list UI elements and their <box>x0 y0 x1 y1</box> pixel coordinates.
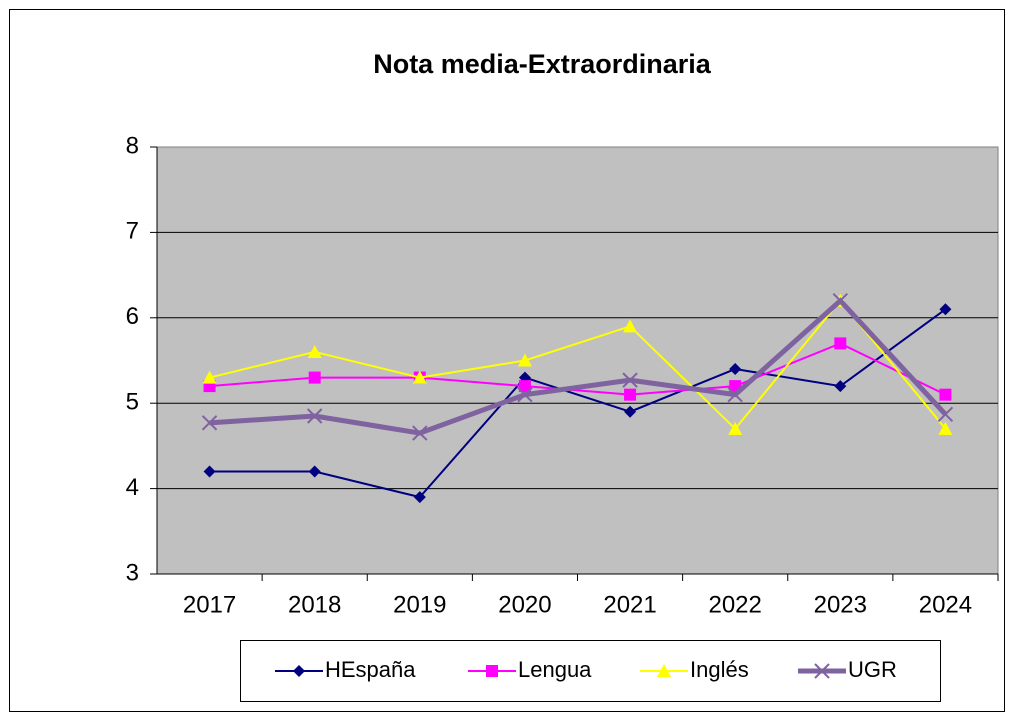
data-point <box>517 386 533 403</box>
data-point <box>413 491 426 504</box>
chart-title: Nota media-Extraordinaria <box>373 49 712 79</box>
data-point <box>518 380 531 393</box>
data-point <box>832 293 849 309</box>
y-tick-label: 8 <box>126 132 139 159</box>
data-point <box>622 372 638 388</box>
data-point <box>202 370 217 384</box>
data-point <box>517 353 532 367</box>
y-tick-label: 4 <box>126 474 139 501</box>
legend-label: Inglés <box>690 657 749 682</box>
x-tick-label: 2021 <box>603 591 656 618</box>
data-point <box>412 370 427 384</box>
legend-marker <box>814 663 830 679</box>
legend-marker <box>657 664 671 677</box>
data-point <box>939 303 952 316</box>
data-point <box>201 415 218 431</box>
data-point <box>727 386 743 403</box>
data-point <box>308 465 321 478</box>
legend-label: UGR <box>848 657 897 682</box>
x-tick-label: 2024 <box>919 591 972 618</box>
x-tick-label: 2022 <box>708 591 761 618</box>
data-point <box>728 421 743 435</box>
legend-marker <box>486 665 498 677</box>
legend-label: HEspaña <box>325 657 416 682</box>
data-point <box>834 337 847 350</box>
series-line <box>209 299 947 431</box>
data-point <box>937 406 954 423</box>
x-tick-label: 2023 <box>814 591 867 618</box>
x-tick-label: 2020 <box>498 591 551 618</box>
x-tick-label: 2018 <box>288 591 341 618</box>
data-point <box>834 380 847 393</box>
y-tick-label: 5 <box>126 389 139 416</box>
legend-label: Lengua <box>518 657 592 682</box>
data-point <box>938 421 953 435</box>
data-point <box>306 408 323 424</box>
data-point <box>624 405 637 418</box>
series-line <box>209 297 948 436</box>
y-tick-label: 3 <box>126 559 139 586</box>
x-tick-label: 2019 <box>393 591 446 618</box>
data-point <box>729 363 742 376</box>
x-tick-label: 2017 <box>183 591 236 618</box>
data-point <box>623 319 638 333</box>
data-point <box>412 425 428 441</box>
data-point <box>624 388 637 401</box>
series-line <box>209 342 946 396</box>
data-point <box>939 388 952 401</box>
y-tick-label: 6 <box>126 303 139 330</box>
legend-marker <box>293 665 305 677</box>
series-line <box>209 308 947 499</box>
data-point <box>203 465 216 478</box>
data-point <box>307 344 322 358</box>
y-tick-label: 7 <box>126 218 139 245</box>
data-point <box>308 371 321 384</box>
plot-area <box>156 146 999 575</box>
